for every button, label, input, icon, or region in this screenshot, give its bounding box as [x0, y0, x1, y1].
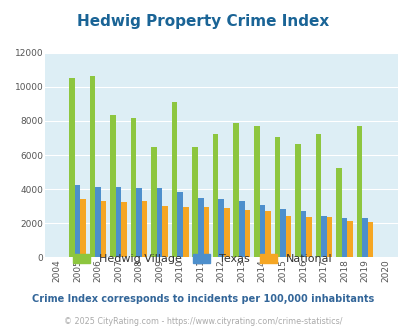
Bar [285, 216, 290, 257]
Bar [75, 185, 80, 257]
Bar [177, 192, 183, 257]
Bar [294, 144, 300, 257]
Text: Hedwig Property Crime Index: Hedwig Property Crime Index [77, 14, 328, 29]
Bar [213, 134, 218, 257]
Bar [110, 115, 115, 257]
Bar [356, 126, 361, 257]
Bar [254, 126, 259, 257]
Bar [69, 79, 75, 257]
Bar [274, 137, 279, 257]
Bar [115, 187, 121, 257]
Bar [130, 118, 136, 257]
Bar [80, 199, 85, 257]
Legend: Hedwig Village, Texas, National: Hedwig Village, Texas, National [71, 252, 334, 267]
Bar [136, 188, 142, 257]
Bar [233, 123, 239, 257]
Bar [335, 168, 341, 257]
Bar [300, 211, 305, 257]
Bar [192, 147, 198, 257]
Bar [326, 217, 331, 257]
Bar [121, 202, 127, 257]
Bar [264, 212, 270, 257]
Bar [239, 201, 244, 257]
Bar [156, 188, 162, 257]
Bar [361, 218, 367, 257]
Bar [162, 206, 168, 257]
Bar [244, 210, 249, 257]
Bar [218, 199, 224, 257]
Bar [305, 217, 311, 257]
Bar [183, 207, 188, 257]
Bar [367, 222, 373, 257]
Bar [341, 218, 346, 257]
Bar [224, 208, 229, 257]
Bar [315, 134, 320, 257]
Text: © 2025 CityRating.com - https://www.cityrating.com/crime-statistics/: © 2025 CityRating.com - https://www.city… [64, 317, 341, 326]
Bar [100, 201, 106, 257]
Bar [95, 187, 100, 257]
Bar [90, 76, 95, 257]
Text: Crime Index corresponds to incidents per 100,000 inhabitants: Crime Index corresponds to incidents per… [32, 294, 373, 304]
Bar [346, 221, 352, 257]
Bar [279, 209, 285, 257]
Bar [198, 198, 203, 257]
Bar [320, 215, 326, 257]
Bar [151, 147, 156, 257]
Bar [259, 205, 264, 257]
Bar [171, 102, 177, 257]
Bar [142, 201, 147, 257]
Bar [203, 207, 209, 257]
